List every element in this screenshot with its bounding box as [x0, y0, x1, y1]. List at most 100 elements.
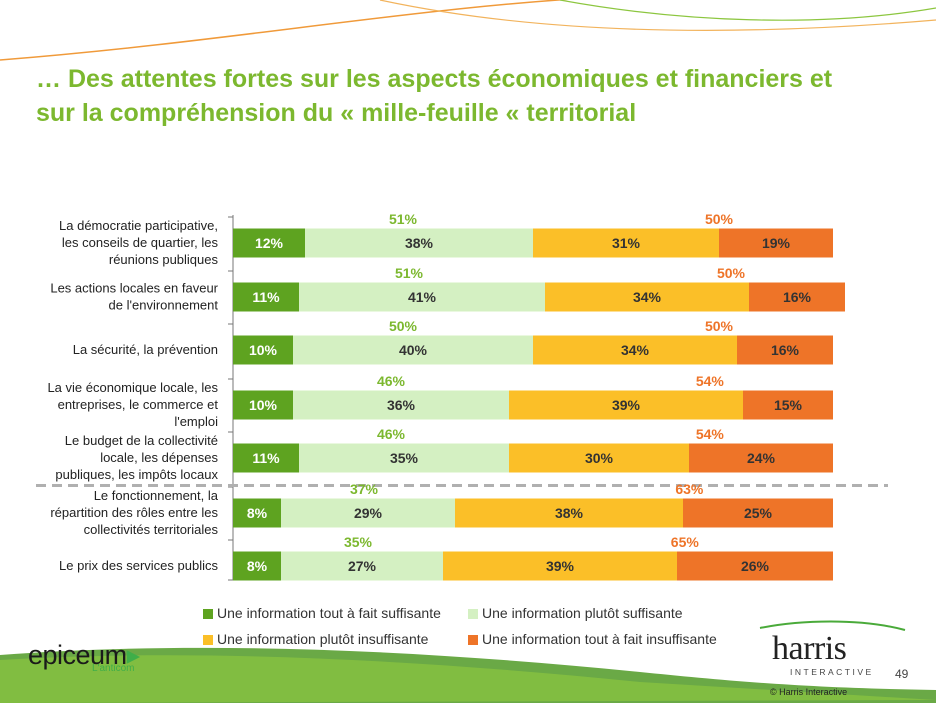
- legend-label-2: Une information plutôt suffisante: [482, 605, 683, 621]
- bar-segment: [281, 551, 443, 581]
- bar-segment: [545, 282, 749, 312]
- category-label: locale, les dépenses: [100, 450, 218, 465]
- legend-swatch-3: [203, 635, 213, 645]
- category-label: publiques, les impôts locaux: [55, 467, 218, 482]
- legend-swatch-1: [203, 609, 213, 619]
- bar-segment: [533, 228, 719, 258]
- bar-segment: [233, 443, 299, 473]
- copyright: © Harris Interactive: [770, 687, 848, 697]
- bar-value-label: 38%: [405, 235, 434, 251]
- bar-segment: [281, 498, 455, 528]
- bar-segment: [305, 228, 533, 258]
- category-label: de l'environnement: [109, 298, 219, 313]
- sufficient-total-label: 37%: [350, 481, 379, 497]
- category-label: La sécurité, la prévention: [73, 342, 218, 357]
- category-label: répartition des rôles entre les: [50, 505, 218, 520]
- bar-segment: [683, 498, 833, 528]
- bar-segment: [743, 390, 833, 420]
- sufficient-total-label: 35%: [344, 534, 373, 550]
- bar-value-label: 24%: [747, 450, 776, 466]
- bar-value-label: 27%: [348, 558, 377, 574]
- bar-value-label: 35%: [390, 450, 419, 466]
- epiceum-logo: epiceum▸: [28, 640, 140, 670]
- legend-item-3: Une information plutôt insuffisante: [203, 631, 428, 647]
- bar-value-label: 39%: [546, 558, 575, 574]
- bar-segment: [299, 282, 545, 312]
- insufficient-total-label: 50%: [717, 265, 746, 281]
- bar-segment: [719, 228, 833, 258]
- bar-segment: [233, 282, 299, 312]
- slide-title: … Des attentes fortes sur les aspects éc…: [36, 62, 916, 130]
- sufficient-total-label: 51%: [389, 211, 418, 227]
- bar-value-label: 38%: [555, 505, 584, 521]
- bar-value-label: 11%: [252, 450, 280, 466]
- category-label: Le fonctionnement, la: [94, 488, 219, 503]
- bar-segment: [233, 498, 281, 528]
- bar-value-label: 10%: [249, 342, 278, 358]
- bar-segment: [455, 498, 683, 528]
- sufficient-total-label: 51%: [395, 265, 424, 281]
- bar-value-label: 34%: [621, 342, 650, 358]
- legend-item-4: Une information tout à fait insuffisante: [468, 631, 717, 647]
- legend-item-2: Une information plutôt suffisante: [468, 605, 683, 621]
- insufficient-total-label: 54%: [696, 426, 725, 442]
- bar-segment: [443, 551, 677, 581]
- harris-logo: harris: [772, 630, 847, 667]
- legend-swatch-2: [468, 609, 478, 619]
- bar-segment: [509, 443, 689, 473]
- category-label: collectivités territoriales: [84, 522, 219, 537]
- bar-value-label: 12%: [255, 235, 284, 251]
- category-label: les conseils de quartier, les: [62, 235, 219, 250]
- category-label: Le budget de la collectivité: [65, 433, 218, 448]
- legend-label-4: Une information tout à fait insuffisante: [482, 631, 717, 647]
- bar-value-label: 25%: [744, 505, 773, 521]
- bar-value-label: 41%: [408, 289, 437, 305]
- bar-value-label: 16%: [783, 289, 812, 305]
- bar-segment: [233, 228, 305, 258]
- bar-segment: [689, 443, 833, 473]
- category-label: l'emploi: [174, 414, 218, 429]
- bar-value-label: 34%: [633, 289, 662, 305]
- bar-segment: [509, 390, 743, 420]
- bar-value-label: 8%: [247, 558, 268, 574]
- category-label: Les actions locales en faveur: [50, 281, 218, 296]
- bar-segment: [293, 335, 533, 365]
- sufficient-total-label: 46%: [377, 426, 406, 442]
- category-label: réunions publiques: [109, 252, 219, 267]
- slide-title-line-2: sur la compréhension du « mille-feuille …: [36, 99, 637, 127]
- sufficient-total-label: 46%: [377, 373, 406, 389]
- insufficient-total-label: 63%: [675, 481, 704, 497]
- insufficient-total-label: 50%: [705, 211, 734, 227]
- bar-segment: [749, 282, 845, 312]
- bar-value-label: 15%: [774, 397, 803, 413]
- bar-segment: [737, 335, 833, 365]
- bar-segment: [233, 390, 293, 420]
- insufficient-total-label: 50%: [705, 318, 734, 334]
- sufficient-total-label: 50%: [389, 318, 418, 334]
- bar-value-label: 30%: [585, 450, 614, 466]
- bar-value-label: 31%: [612, 235, 641, 251]
- bar-value-label: 26%: [741, 558, 770, 574]
- category-label: entreprises, le commerce et: [58, 397, 219, 412]
- category-label: Le prix des services publics: [59, 558, 218, 573]
- bar-value-label: 16%: [771, 342, 800, 358]
- slide-title-line-1: … Des attentes fortes sur les aspects éc…: [36, 65, 833, 93]
- legend-item-1: Une information tout à fait suffisante: [203, 605, 441, 621]
- legend-label-3: Une information plutôt insuffisante: [217, 631, 429, 647]
- bar-value-label: 36%: [387, 397, 416, 413]
- bar-segment: [233, 551, 281, 581]
- bar-segment: [293, 390, 509, 420]
- bar-segment: [299, 443, 509, 473]
- bar-value-label: 39%: [612, 397, 641, 413]
- bar-segment: [677, 551, 833, 581]
- epiceum-logo-subtitle: L'anticom: [92, 663, 135, 674]
- page-number: 49: [895, 667, 909, 681]
- bar-value-label: 29%: [354, 505, 383, 521]
- insufficient-total-label: 54%: [696, 373, 725, 389]
- bar-value-label: 10%: [249, 397, 278, 413]
- category-label: La démocratie participative,: [59, 218, 218, 233]
- bar-value-label: 40%: [399, 342, 428, 358]
- bar-value-label: 11%: [252, 289, 280, 305]
- legend-swatch-4: [468, 635, 478, 645]
